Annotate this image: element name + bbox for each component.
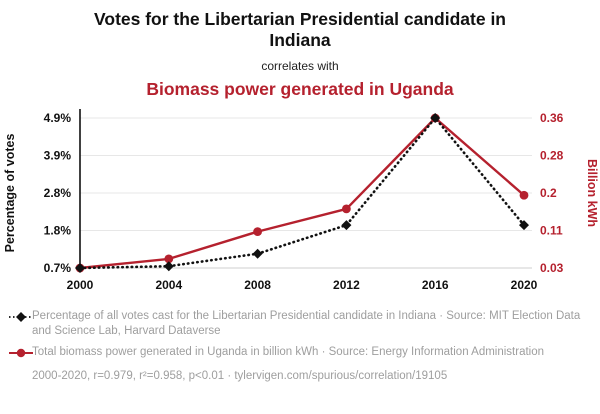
svg-text:2000: 2000 [67, 278, 94, 292]
svg-text:3.9%: 3.9% [44, 148, 72, 162]
red-line-circle-series-icon [9, 349, 33, 358]
svg-text:2004: 2004 [155, 278, 182, 292]
svg-text:2016: 2016 [422, 278, 449, 292]
svg-text:0.11: 0.11 [540, 223, 563, 237]
chart-legend: Percentage of all votes cast for the Lib… [0, 309, 600, 382]
chart-area: 0.7% 0.03 1.8% 0.11 2.8% 0.2 3.9% 0.28 4.9% 0.36 2… [0, 102, 600, 303]
legend-text-votes: Percentage of all votes cast for the Lib… [32, 309, 581, 337]
svg-text:0.7%: 0.7% [44, 261, 72, 275]
svg-text:4.9%: 4.9% [44, 111, 72, 125]
chart-svg: 0.7% 0.03 1.8% 0.11 2.8% 0.2 3.9% 0.28 4.9% 0.36 2… [3, 108, 599, 292]
connector-text: correlates with [261, 58, 339, 73]
svg-text:2020: 2020 [511, 278, 538, 292]
chart-header: Votes for the Libertarian Presidential c… [0, 0, 600, 100]
chart-title: Votes for the Libertarian Presidential c… [94, 9, 506, 51]
svg-text:0.36: 0.36 [540, 111, 564, 125]
legend-item-votes: Percentage of all votes cast for the Lib… [8, 309, 590, 340]
svg-text:0.03: 0.03 [540, 261, 564, 275]
svg-text:0.2: 0.2 [540, 186, 557, 200]
legend-item-biomass: Total biomass power generated in Uganda … [8, 345, 590, 360]
legend-text-biomass: Total biomass power generated in Uganda … [32, 346, 545, 359]
svg-text:2012: 2012 [333, 278, 360, 292]
svg-text:1.8%: 1.8% [44, 223, 72, 237]
svg-text:0.28: 0.28 [540, 148, 564, 162]
chart-subtitle: Biomass power generated in Uganda [146, 78, 454, 99]
svg-text:2008: 2008 [244, 278, 271, 292]
svg-text:Billion kWh: Billion kWh [585, 159, 599, 227]
svg-text:2.8%: 2.8% [44, 186, 72, 200]
footer-stats: 2000-2020, r=0.979, r²=0.958, p<0.01 · t… [32, 369, 448, 382]
black-dotted-diamond-series-icon [9, 311, 33, 322]
svg-text:Percentage of votes: Percentage of votes [3, 133, 17, 252]
